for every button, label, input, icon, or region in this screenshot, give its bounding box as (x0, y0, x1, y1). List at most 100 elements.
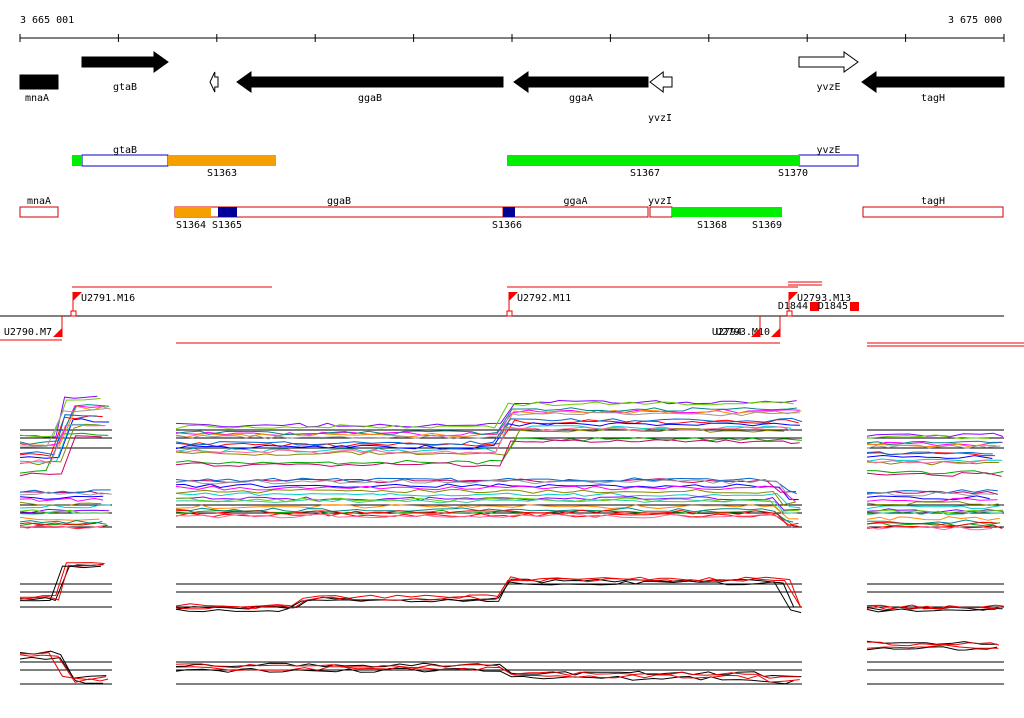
expression-profile-line (19, 656, 104, 684)
expression-profile-line (19, 504, 111, 509)
expression-profile-line (866, 525, 993, 531)
expression-profile-line (866, 454, 993, 459)
minus-operon-label: mnaA (27, 196, 51, 207)
minus-operon-box (862, 206, 1004, 218)
expression-profile-line (175, 479, 789, 496)
expression-profile-line (175, 427, 785, 456)
plus-segment (168, 155, 276, 166)
expression-profile-line (175, 439, 800, 467)
expression-profile-line (866, 440, 1002, 445)
gene-label-ggaB: ggaB (358, 93, 382, 104)
expression-profile-line (175, 483, 799, 501)
gene-arrow-tagH (861, 71, 1005, 93)
expression-profile-line (19, 424, 105, 466)
expression-profile-line (866, 641, 1000, 647)
gene-arrow-mnaA (19, 74, 59, 90)
feature-label: U2791.M16 (81, 293, 135, 304)
expression-profile-line (866, 510, 1003, 516)
feature-flag-marker (810, 302, 819, 311)
expression-profile-line (19, 564, 104, 602)
expression-profile-line (866, 644, 999, 649)
expression-profile-line (19, 516, 100, 521)
feature-label: U2794 (712, 327, 742, 338)
minus-segment (503, 207, 515, 217)
expression-profile-line (175, 488, 797, 506)
minus-operon-label: ggaB (327, 196, 351, 207)
expression-profile-line (19, 652, 107, 681)
expression-profile-line (19, 654, 109, 683)
minus-segment-label: S1366 (492, 220, 522, 231)
expression-profile-line (866, 458, 1003, 463)
expression-profile-line (19, 525, 103, 529)
feature-flag-marker (751, 328, 760, 337)
expression-profile-line (866, 646, 998, 651)
plus-operon-box (81, 154, 169, 167)
plus-segment-label: S1367 (630, 168, 660, 179)
expression-profile-line (19, 405, 105, 447)
minus-segment (175, 207, 211, 217)
feature-label: U2792.M11 (517, 293, 571, 304)
feature-label: U2793.M13 (797, 293, 851, 304)
expression-profile-line (19, 565, 101, 602)
feature-label: U2790.M7 (4, 327, 52, 338)
expression-profile-line (175, 580, 802, 614)
expression-profile-line (175, 436, 802, 465)
expression-profile-line (866, 604, 1004, 610)
ruler-end-label: 3 675 000 (948, 15, 1002, 26)
expression-profile-line (867, 519, 993, 525)
expression-profile-line (19, 562, 105, 598)
expression-profile-line (866, 495, 990, 501)
feature-flag-marker (53, 328, 62, 337)
expression-profile-line (19, 489, 111, 494)
gene-arrow-gtaB (81, 51, 169, 73)
gene-annotation-track: mnaA gtaB ggaB ggaA yvzI yvzE tagH (19, 51, 1005, 124)
expression-profile-line (866, 489, 998, 494)
minus-operon-label: yvzI (648, 196, 672, 207)
expression-profile-line (19, 435, 102, 477)
feature-flag-marker (73, 292, 82, 301)
plus-operon-box (798, 154, 859, 167)
expression-profile-line (866, 434, 990, 440)
minus-segment-label: S1365 (212, 220, 242, 231)
coordinate-ruler: 3 665 001 3 675 000 (19, 15, 1005, 42)
expression-profile-line (19, 491, 112, 496)
gene-arrow-small (209, 71, 219, 93)
minus-segment-label: S1364 (176, 220, 206, 231)
feature-flag-marker (850, 302, 859, 311)
minus-segment-label: S1369 (752, 220, 782, 231)
expression-profile-line (19, 519, 103, 525)
expression-profile-line (19, 424, 106, 465)
minus-segment (781, 207, 782, 217)
expression-profile-line (866, 605, 1003, 611)
expression-profile-line (19, 418, 110, 459)
expression-profile-line (175, 512, 799, 527)
gene-label-ggaA: ggaA (569, 93, 593, 104)
expression-profile-line (866, 459, 988, 465)
minus-segment-label: S1368 (697, 220, 727, 231)
expression-profile-line (175, 663, 800, 679)
expression-profile-line (175, 426, 791, 455)
gene-label-yvzE: yvzE (816, 82, 840, 93)
minus-segment (672, 207, 781, 217)
expression-profile-line (175, 666, 800, 683)
gene-arrow-ggaB (236, 71, 504, 93)
gene-label-gtaB: gtaB (113, 82, 137, 93)
expression-profile-line (175, 422, 800, 450)
gene-arrow-ggaA (513, 71, 649, 93)
expression-profile-line (19, 508, 110, 514)
minus-operon-box (649, 206, 673, 218)
expression-profile-line (19, 510, 103, 515)
expression-profile-line (175, 411, 800, 440)
plus-segment-label: S1370 (778, 168, 808, 179)
feature-tick-box (70, 310, 77, 317)
expression-profile-line (19, 414, 98, 456)
expression-profile-line (175, 496, 801, 511)
expression-profile-line (19, 495, 104, 500)
expression-profile-line (175, 667, 794, 685)
expression-profile-line (175, 407, 797, 436)
minus-operon-label: ggaA (563, 196, 587, 207)
expression-profile-line (175, 577, 802, 610)
expression-profile-line (175, 513, 794, 529)
feature-label: D1845 (818, 301, 848, 312)
gene-label-tagH: tagH (921, 93, 945, 104)
